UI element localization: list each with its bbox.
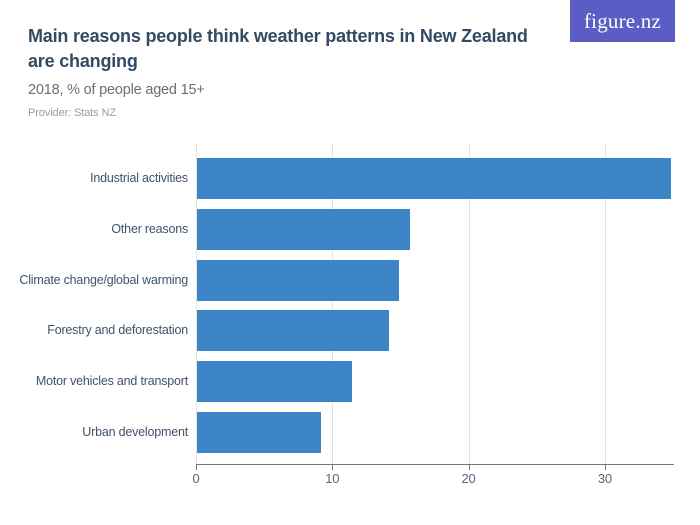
x-axis-tick [196,464,197,470]
x-tick-label: 30 [597,471,612,486]
gridline [468,143,470,464]
provider-label: Provider: Stats NZ [28,107,117,119]
bar [197,158,671,199]
category-label: Urban development [82,425,188,439]
chart-title: Main reasons people think weather patter… [28,24,563,74]
bar [197,260,399,301]
chart-subtitle: 2018, % of people aged 15+ [28,82,205,98]
bar [197,209,410,250]
chart-title-line-1: Main reasons people think weather patter… [28,26,528,46]
figure-nz-logo[interactable]: figure.nz [570,0,675,42]
bar [197,412,321,453]
x-tick-label: 10 [325,471,340,486]
x-axis-tick [468,464,470,470]
category-label: Forestry and deforestation [47,323,188,337]
x-tick-label: 0 [192,471,200,486]
gridline [604,143,606,464]
category-label: Other reasons [111,222,188,236]
gridline [332,143,334,464]
category-label: Motor vehicles and transport [35,374,188,388]
x-axis-tick [604,464,606,470]
chart-title-line-2: are changing [28,51,138,71]
bar [197,310,389,351]
x-tick-label: 20 [461,471,476,486]
category-label: Climate change/global warming [19,273,188,287]
chart-header: Main reasons people think weather patter… [28,24,563,119]
logo-text: figure.nz [583,8,661,33]
bar [197,361,352,402]
x-axis-line [196,464,674,465]
gridline [196,143,197,464]
category-label: Industrial activities [90,171,188,185]
x-axis-tick [332,464,334,470]
